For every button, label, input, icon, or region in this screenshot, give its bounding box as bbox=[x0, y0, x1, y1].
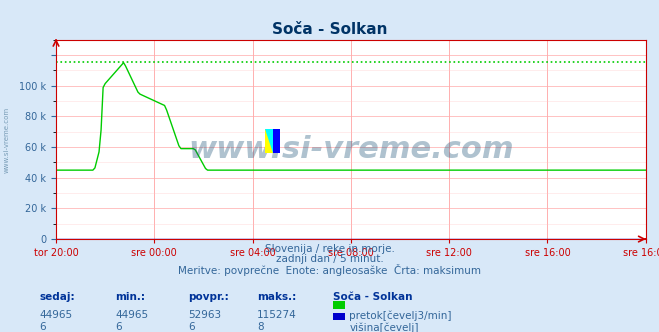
FancyBboxPatch shape bbox=[273, 129, 280, 153]
Text: 8: 8 bbox=[257, 322, 264, 332]
Text: www.si-vreme.com: www.si-vreme.com bbox=[3, 106, 10, 173]
Text: višina[čevelj]: višina[čevelj] bbox=[349, 322, 418, 332]
Text: 6: 6 bbox=[115, 322, 122, 332]
Text: 6: 6 bbox=[188, 322, 194, 332]
Text: 52963: 52963 bbox=[188, 310, 221, 320]
FancyBboxPatch shape bbox=[266, 129, 280, 153]
Text: sedaj:: sedaj: bbox=[40, 292, 75, 302]
Text: min.:: min.: bbox=[115, 292, 146, 302]
Polygon shape bbox=[266, 129, 273, 153]
Text: povpr.:: povpr.: bbox=[188, 292, 229, 302]
Text: 115274: 115274 bbox=[257, 310, 297, 320]
Text: zadnji dan / 5 minut.: zadnji dan / 5 minut. bbox=[275, 254, 384, 264]
Text: Meritve: povprečne  Enote: angleosaške  Črta: maksimum: Meritve: povprečne Enote: angleosaške Čr… bbox=[178, 264, 481, 276]
Text: maks.:: maks.: bbox=[257, 292, 297, 302]
Text: 44965: 44965 bbox=[115, 310, 148, 320]
Text: Soča - Solkan: Soča - Solkan bbox=[272, 22, 387, 37]
Text: 44965: 44965 bbox=[40, 310, 72, 320]
Text: Soča - Solkan: Soča - Solkan bbox=[333, 292, 413, 302]
Text: pretok[čevelj3/min]: pretok[čevelj3/min] bbox=[349, 310, 452, 321]
Text: 6: 6 bbox=[40, 322, 46, 332]
Text: Slovenija / reke in morje.: Slovenija / reke in morje. bbox=[264, 244, 395, 254]
Text: www.si-vreme.com: www.si-vreme.com bbox=[188, 135, 514, 164]
